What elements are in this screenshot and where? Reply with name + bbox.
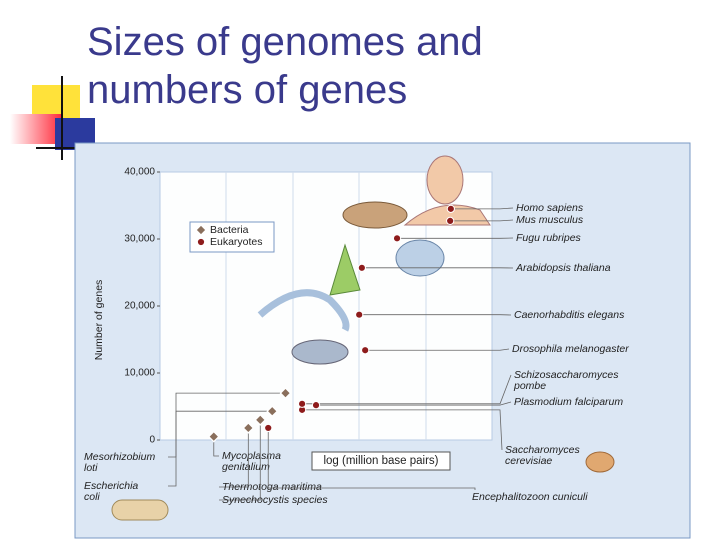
species-label: Caenorhabditis elegans [514,309,625,321]
leader-line [454,219,514,222]
illustration-mouse [342,201,408,229]
leader-line [306,374,512,405]
species-label: coli [84,491,100,503]
leader-line [454,207,514,210]
species-label: Arabidopsis thaliana [515,262,611,274]
y-tick-label: 10,000 [124,368,155,379]
y-tick-label: 30,000 [124,234,155,245]
leader-line [219,423,261,501]
species-label: loti [84,462,98,474]
data-point [311,401,321,410]
leader-line [168,392,282,458]
leader-line [369,348,510,351]
legend-label: Eukaryotes [210,236,263,248]
data-point [279,387,292,399]
illustration-human [426,155,464,205]
leader-line [219,431,249,488]
species-label: Synechocystis species [222,494,328,506]
illustration-fly [291,339,349,365]
data-point [266,405,279,417]
illustration-human [403,204,491,226]
data-point [297,399,307,408]
illustration-bacterium [111,499,169,521]
x-label-box [311,451,451,471]
species-label: Plasmodium falciparum [514,396,623,408]
species-label: Escherichia [84,480,138,492]
species-label: Mycoplasma [222,450,281,462]
species-label: Thermotoga maritima [222,481,322,493]
legend-marker [195,224,207,236]
species-label: Saccharomyces [505,444,580,456]
y-axis-label: Number of genes [93,280,105,361]
species-label: genitalium [222,461,270,473]
legend-marker [196,237,206,247]
data-point [254,414,267,426]
leader-line [320,401,512,406]
data-point [264,423,273,433]
leader-line [306,409,503,451]
data-point [361,346,370,355]
data-point [392,234,402,243]
species-label: cerevisiae [505,455,552,467]
y-tick-label: 40,000 [124,167,155,178]
data-point [207,430,220,443]
data-point [242,422,255,434]
species-label: Homo sapiens [516,202,584,214]
data-point [446,204,455,213]
illustration-fish [395,239,445,277]
x-axis-label: log (million base pairs) [323,455,438,467]
data-point [446,216,455,226]
deco-square [10,114,62,144]
data-point [355,310,364,319]
leader-line [213,440,219,457]
species-label: Drosophila melanogaster [512,343,629,355]
species-label: Mus musculus [516,214,584,226]
species-label: Mesorhizobium [84,451,155,463]
species-label: Fugu rubripes [516,232,582,244]
data-point [357,263,366,272]
slide-title: Sizes of genomes and numbers of genes [87,20,483,112]
species-label: Encephalitozoon cuniculi [472,491,588,503]
illustration-yeast [585,451,615,473]
legend [189,221,275,253]
y-tick-label: 0 [149,435,155,446]
species-label: Schizosaccharomyces [514,369,619,381]
legend-label: Bacteria [210,224,249,236]
leader-line [267,431,476,490]
illustration-plant [329,243,361,296]
y-tick-label: 20,000 [124,301,155,312]
species-label: pombe [513,380,546,392]
illustration-worm [257,289,350,332]
